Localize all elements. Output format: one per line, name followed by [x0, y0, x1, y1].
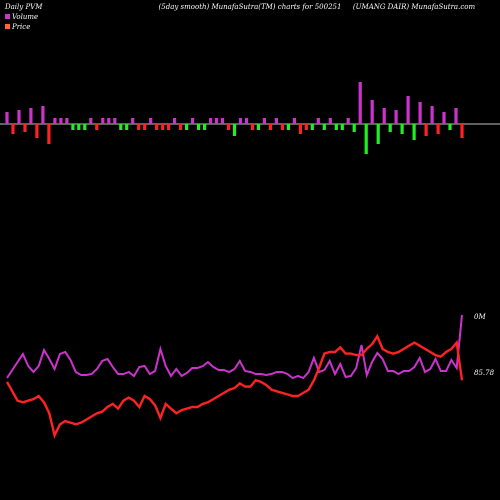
histogram-bar [83, 124, 87, 130]
histogram-bar [107, 118, 111, 124]
volume-last-label: 0M [474, 313, 486, 321]
histogram-bar [250, 124, 255, 130]
histogram-bar [322, 124, 326, 130]
histogram-bar [436, 124, 440, 134]
histogram-bar [11, 124, 15, 134]
histogram-bar [244, 118, 249, 124]
histogram-bar [370, 100, 374, 124]
histogram-bar [388, 124, 392, 132]
histogram-bar [101, 118, 105, 124]
histogram-bar [460, 124, 464, 138]
histogram-bar [23, 124, 27, 132]
histogram-bar [125, 124, 129, 130]
histogram-bar [424, 124, 428, 136]
histogram-bar [35, 124, 39, 138]
histogram-bar [89, 118, 93, 124]
histogram-bar [149, 118, 153, 124]
histogram-bar [316, 118, 320, 124]
histogram-bar [298, 124, 302, 134]
histogram-bar [400, 124, 404, 134]
histogram-bar [280, 124, 284, 130]
histogram-bar [286, 124, 290, 130]
histogram-bar [442, 112, 446, 124]
histogram-bar [454, 108, 458, 124]
legend-volume-label: Volume [12, 13, 38, 21]
histogram-bar [185, 124, 189, 130]
histogram-bar [167, 124, 171, 130]
histogram-bar [340, 124, 344, 130]
histogram-bar [41, 106, 45, 124]
histogram-bar [274, 118, 278, 124]
histogram-bar [310, 124, 314, 130]
histogram-bar [65, 118, 69, 124]
histogram-bar [382, 108, 386, 124]
histogram-bar [328, 118, 332, 124]
header-center: (5day smooth) MunafaSutra(TM) charts for… [159, 3, 342, 11]
histogram-bar [29, 108, 33, 124]
histogram-bar [179, 124, 183, 130]
histogram-bar [161, 124, 165, 130]
histogram-bar [358, 82, 362, 124]
histogram-bar [203, 124, 207, 130]
histogram-bar [77, 124, 81, 130]
histogram-bar [214, 118, 219, 124]
histogram-bar [197, 124, 201, 130]
header-right: (UMANG DAIR) MunafaSutra.com [353, 3, 476, 11]
histogram-bar [418, 102, 422, 124]
histogram-bar [256, 124, 260, 130]
volume-line [6, 314, 463, 380]
histogram-bar [143, 124, 147, 130]
histogram-bar [262, 118, 266, 124]
legend-price-swatch [5, 24, 10, 29]
histogram-bar [95, 124, 99, 130]
histogram-bar [113, 118, 117, 124]
histogram-bar [226, 124, 231, 130]
histogram-bar [292, 118, 296, 124]
histogram-bar [220, 118, 225, 124]
header-left: Daily PVM [4, 3, 43, 11]
histogram-bar [352, 124, 356, 132]
histogram-bar [394, 110, 398, 124]
histogram-bar [412, 124, 416, 140]
histogram-bar [191, 118, 195, 124]
legend-price-label: Price [11, 23, 30, 31]
histogram-bar [406, 96, 410, 124]
histogram-bar [448, 124, 452, 130]
legend-volume-swatch [5, 14, 10, 19]
histogram-bar [131, 118, 135, 124]
histogram-bar [71, 124, 75, 130]
histogram-bar [430, 106, 434, 124]
histogram-bar [304, 124, 308, 130]
histogram-bar [119, 124, 123, 130]
histogram-bar [173, 118, 177, 124]
histogram-bar [268, 124, 272, 130]
histogram-bar [238, 118, 243, 124]
histogram-bar [334, 124, 338, 130]
histogram-bar [364, 124, 368, 154]
histogram-bar [346, 118, 350, 124]
histogram-bar [5, 112, 9, 124]
price-last-label: 85.78 [474, 369, 495, 377]
price-line [5, 333, 464, 439]
histogram-bar [376, 124, 380, 144]
histogram-bar [137, 124, 141, 130]
histogram-bar [155, 124, 159, 130]
histogram-bar [209, 118, 213, 124]
histogram-bar [232, 124, 237, 136]
histogram-bar [53, 118, 57, 124]
histogram-bar [17, 110, 21, 124]
volume-histogram [5, 82, 464, 154]
histogram-bar [59, 118, 63, 124]
histogram-bar [47, 124, 51, 144]
